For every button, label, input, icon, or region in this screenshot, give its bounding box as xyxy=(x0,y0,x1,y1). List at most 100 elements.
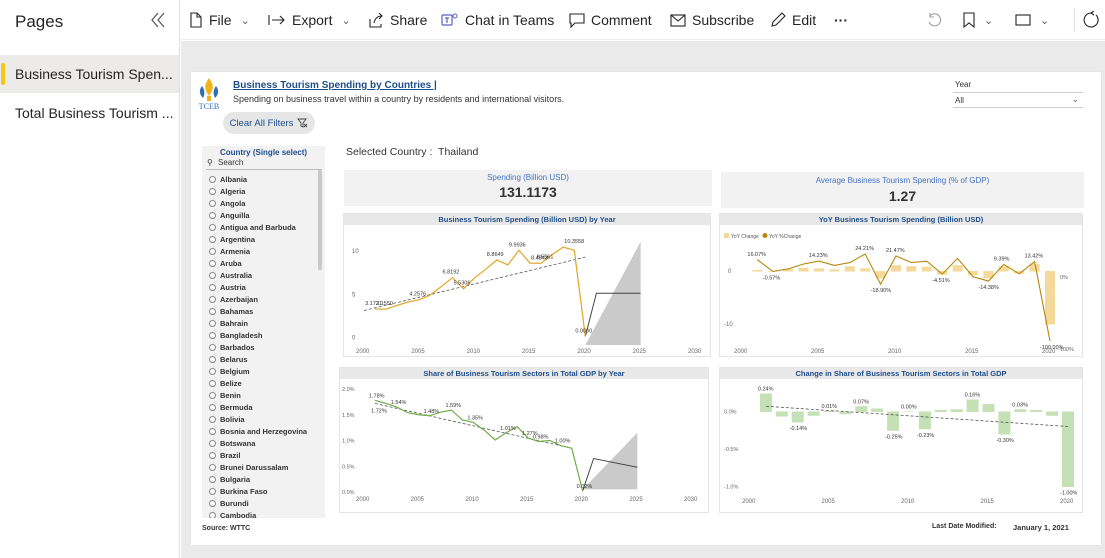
export-menu[interactable]: Export ⌄ xyxy=(268,10,351,30)
country-option[interactable]: Belarus xyxy=(209,353,248,365)
comment-button[interactable]: Comment xyxy=(569,10,652,30)
data-label: 1.01% xyxy=(500,426,516,432)
country-option[interactable]: Angola xyxy=(209,197,245,209)
bar xyxy=(844,266,855,272)
chat-in-teams-button[interactable]: Chat in Teams xyxy=(441,10,554,30)
country-option[interactable]: Australia xyxy=(209,269,252,281)
country-option[interactable]: Algeria xyxy=(209,185,245,197)
data-label: 13.42% xyxy=(1025,254,1044,260)
country-option[interactable]: Barbados xyxy=(209,341,255,353)
radio-icon xyxy=(209,439,216,447)
bar xyxy=(1029,263,1040,272)
country-option[interactable]: Bulgaria xyxy=(209,473,250,485)
country-option[interactable]: Bahrain xyxy=(209,317,248,329)
chart-title: Business Tourism Spending (Billion USD) … xyxy=(344,214,710,225)
country-option[interactable]: Belgium xyxy=(209,365,250,377)
country-option[interactable]: Anguilla xyxy=(209,209,250,221)
bookmark-menu[interactable]: ⌄ xyxy=(963,10,993,30)
chevron-down-icon: ⌄ xyxy=(1071,94,1079,104)
yoy-spending-chart: YoY Business Tourism Spending (Billion U… xyxy=(719,213,1083,357)
y-tick-label: 5 xyxy=(352,292,356,298)
data-label: 0.0000 xyxy=(575,328,592,334)
data-label: 8.8649 xyxy=(487,252,504,258)
bar xyxy=(952,265,963,272)
series-line xyxy=(375,246,586,337)
country-option[interactable]: Benin xyxy=(209,389,241,401)
data-label: 0.02% xyxy=(577,484,593,490)
gdp-share-change-chart: Change in Share of Business Tourism Sect… xyxy=(719,367,1083,513)
x-tick-label: 2000 xyxy=(742,499,756,505)
bar xyxy=(887,411,900,431)
radio-icon xyxy=(209,451,216,459)
data-label: 0.00% xyxy=(901,405,917,411)
subscribe-button[interactable]: Subscribe xyxy=(670,10,754,30)
x-tick-label: 2020 xyxy=(575,497,589,503)
chevron-down-icon: ⌄ xyxy=(984,14,994,27)
country-option[interactable]: Brazil xyxy=(209,449,240,461)
x-tick-label: 2010 xyxy=(467,349,481,355)
country-option[interactable]: Argentina xyxy=(209,233,255,245)
country-option[interactable]: Burundi xyxy=(209,497,249,509)
more-options-icon[interactable]: ··· xyxy=(834,12,848,28)
country-option[interactable]: Bermuda xyxy=(209,401,253,413)
data-label: 14.23% xyxy=(809,253,828,259)
view-menu[interactable]: ⌄ xyxy=(1015,10,1049,30)
country-option[interactable]: Armenia xyxy=(209,245,250,257)
country-option[interactable]: Botswana xyxy=(209,437,255,449)
radio-icon xyxy=(209,427,216,435)
data-label: 4.2576 xyxy=(409,292,426,298)
y-tick-label: -1.0% xyxy=(724,485,738,491)
slicer-scrollbar[interactable] xyxy=(318,170,322,270)
y-tick-label: 1.0% xyxy=(342,439,355,445)
spending-card-value: 131.1173 xyxy=(499,184,557,200)
bar xyxy=(752,269,763,272)
x-tick-label: 2015 xyxy=(965,349,979,355)
country-option[interactable]: Brunei Darussalam xyxy=(209,461,288,473)
collapse-pane-icon[interactable] xyxy=(148,10,170,32)
bar xyxy=(829,269,840,272)
tceb-logo: TCEB xyxy=(193,76,225,111)
y-tick-label: -100% xyxy=(1058,347,1074,353)
country-option-label: Benin xyxy=(220,390,241,400)
country-option[interactable]: Bolivia xyxy=(209,413,245,425)
chevron-down-icon: ⌄ xyxy=(240,14,250,27)
bar xyxy=(875,271,886,279)
x-tick-label: 2010 xyxy=(901,499,915,505)
pages-title: Pages xyxy=(15,12,64,31)
bar xyxy=(982,404,995,412)
country-option[interactable]: Bangladesh xyxy=(209,329,263,341)
country-option[interactable]: Antigua and Barbuda xyxy=(209,221,296,233)
bar xyxy=(1045,271,1055,325)
country-option[interactable]: Albania xyxy=(209,173,247,185)
file-menu[interactable]: File ⌄ xyxy=(189,10,250,30)
country-option[interactable]: Aruba xyxy=(209,257,242,269)
x-tick-label: 2000 xyxy=(734,349,748,355)
country-option[interactable]: Azerbaijan xyxy=(209,293,258,305)
data-label: 8.5561 xyxy=(537,255,554,261)
data-label: -4.51% xyxy=(932,278,950,284)
country-option[interactable]: Austria xyxy=(209,281,246,293)
page-item-business-tourism-spending[interactable]: Business Tourism Spen... xyxy=(0,55,179,93)
undo-icon[interactable] xyxy=(926,10,942,30)
clear-all-filters-button[interactable]: Clear All Filters xyxy=(223,112,315,134)
x-tick-label: 2020 xyxy=(1042,349,1056,355)
refresh-icon[interactable] xyxy=(1082,10,1100,30)
gdp-card: Average Business Tourism Spending (% of … xyxy=(721,172,1084,208)
y-tick-label: 0 xyxy=(352,335,356,341)
country-search-input[interactable]: ⚲ Search xyxy=(206,158,322,170)
bar xyxy=(807,411,820,416)
country-option[interactable]: Bosnia and Herzegovina xyxy=(209,425,307,437)
teams-label: Chat in Teams xyxy=(465,12,555,28)
country-option-label: Botswana xyxy=(220,438,256,448)
edit-button[interactable]: Edit xyxy=(770,10,816,30)
country-option[interactable]: Bahamas xyxy=(209,305,253,317)
bar xyxy=(891,265,901,272)
mail-icon xyxy=(670,13,686,27)
country-option[interactable]: Belize xyxy=(209,377,242,389)
country-option[interactable]: Cambodia xyxy=(209,509,256,518)
page-item-total-business-tourism[interactable]: Total Business Tourism ... xyxy=(15,105,174,121)
year-dropdown[interactable]: All ⌄ xyxy=(953,92,1083,108)
country-option[interactable]: Burkina Faso xyxy=(209,485,268,497)
data-label: 10.3558 xyxy=(564,239,584,245)
share-button[interactable]: Share xyxy=(368,10,427,30)
